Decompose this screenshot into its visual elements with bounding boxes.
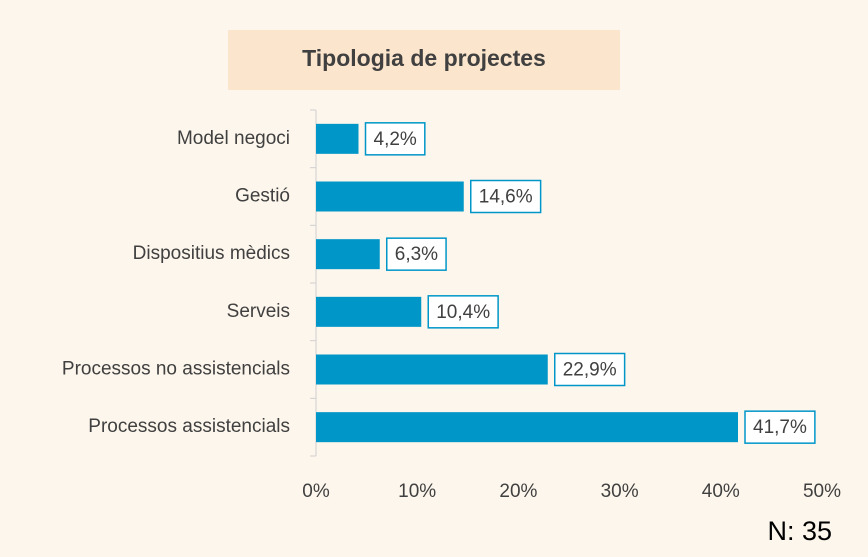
- x-tick-label: 10%: [398, 481, 436, 502]
- value-label-box: [386, 237, 447, 271]
- bar: [316, 123, 359, 154]
- chart-title: Tipologia de projectes: [302, 45, 546, 71]
- value-label: 4,2%: [374, 129, 417, 150]
- x-tick-label: 50%: [803, 481, 841, 502]
- y-tick-label: Processos assistencials: [88, 416, 290, 437]
- value-label: 10,4%: [436, 302, 490, 323]
- value-label-box: [744, 410, 816, 444]
- x-tick-label: 0%: [302, 481, 330, 502]
- x-tick-label: 40%: [702, 481, 740, 502]
- title-box: [228, 30, 620, 90]
- y-tick-label: Serveis: [227, 301, 290, 322]
- y-tick-label: Model negoci: [177, 128, 290, 149]
- value-label: 14,6%: [479, 187, 533, 208]
- bar: [316, 239, 380, 270]
- y-tick-label: Processos no assistencials: [62, 359, 290, 380]
- y-tick-label: Gestió: [235, 186, 290, 207]
- value-label: 6,3%: [395, 244, 438, 265]
- bar: [316, 354, 548, 385]
- value-label-box: [470, 179, 542, 214]
- x-tick-label: 30%: [601, 481, 639, 502]
- value-label: 22,9%: [563, 360, 617, 381]
- x-tick-label: 20%: [499, 481, 537, 502]
- value-label: 41,7%: [753, 417, 807, 438]
- bar: [316, 412, 739, 443]
- value-label-box: [427, 295, 499, 329]
- y-tick-label: Dispositius mèdics: [133, 243, 290, 264]
- value-label-box: [553, 352, 626, 387]
- bar: [316, 296, 422, 327]
- bar: [316, 181, 464, 212]
- annotation: N: 35: [767, 516, 832, 546]
- value-label-box: [364, 122, 426, 156]
